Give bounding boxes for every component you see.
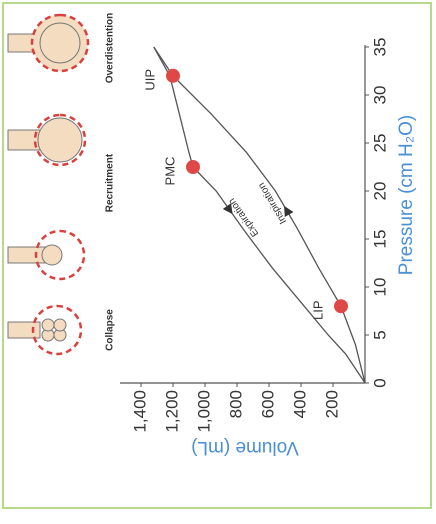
y-tick-label: 800 (226, 390, 245, 418)
point-label: UIP (142, 69, 157, 91)
x-tick-label: 10 (370, 278, 389, 297)
x-tick-label: 15 (370, 230, 389, 249)
key-point (166, 69, 180, 83)
y-tick-label: 1,400 (130, 390, 149, 433)
y-tick-label: 1,200 (162, 390, 181, 433)
point-label: LIP (310, 300, 325, 320)
diagram-label: Recruitment (105, 153, 116, 212)
x-tick-label: 20 (370, 182, 389, 201)
diagram-label: Overdistention (105, 13, 116, 84)
point-label: PMC (162, 157, 177, 186)
x-tick-label: 5 (370, 330, 389, 339)
frame (3, 3, 431, 508)
x-tick-label: 30 (370, 86, 389, 105)
x-tick-label: 35 (370, 38, 389, 57)
y-tick-label: 200 (322, 390, 341, 418)
x-tick-label: 25 (370, 134, 389, 153)
key-point (334, 299, 348, 313)
diagram-label: Collapse (105, 309, 116, 351)
y-tick-label: 1,000 (194, 390, 213, 433)
x-axis-title: Pressure (cm H₂O) (396, 115, 417, 275)
y-tick-label: 600 (258, 390, 277, 418)
x-tick-label: 0 (370, 378, 389, 387)
page: 0 5 10 15 20 25 30 35 200 400 600 800 1,000 1,200 1,40… (0, 0, 436, 519)
y-axis-title: Volume (mL) (191, 437, 299, 458)
key-point (186, 160, 200, 174)
y-tick-label: 400 (290, 390, 309, 418)
